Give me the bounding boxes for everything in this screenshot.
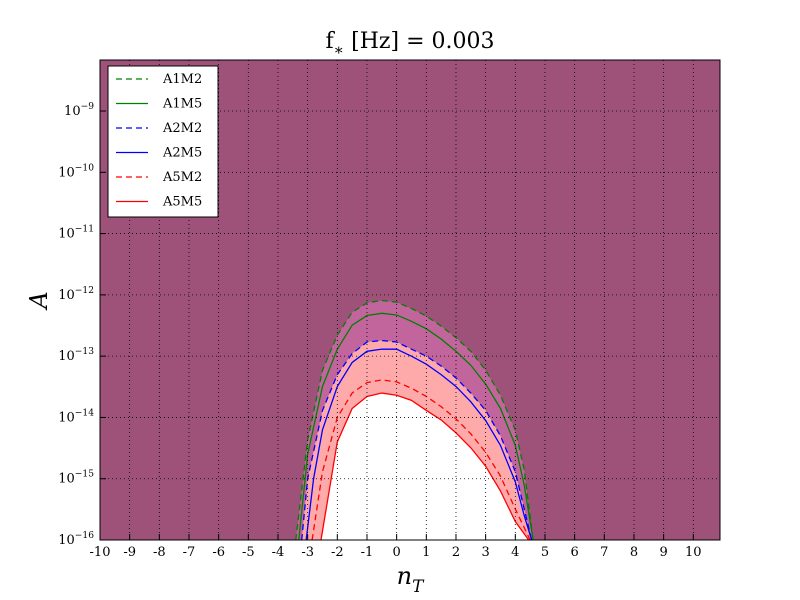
x-tick-label: 4 [511, 545, 519, 560]
x-tick-label: 6 [571, 545, 579, 560]
chart-title: f∗ [Hz] = 0.003 [326, 29, 495, 59]
y-tick-label: 10−13 [58, 347, 94, 364]
x-tick-label: 8 [630, 545, 638, 560]
legend-text: A1M2 [162, 72, 202, 87]
x-tick-label: -1 [361, 545, 374, 560]
plot-area [100, 60, 720, 540]
x-tick-label: -9 [123, 545, 136, 560]
area-fill [321, 393, 529, 540]
x-tick-label: 7 [600, 545, 608, 560]
x-tick-label: -7 [183, 545, 196, 560]
x-tick-label: 3 [482, 545, 490, 560]
series-line [311, 379, 531, 540]
legend-text: A5M5 [162, 194, 202, 209]
x-tick-label: 5 [541, 545, 549, 560]
y-tick-label: 10−15 [58, 469, 94, 486]
legend-text: A2M2 [162, 121, 202, 136]
x-tick-label: -8 [153, 545, 166, 560]
x-tick-label: -6 [212, 545, 225, 560]
x-tick-label: -10 [90, 545, 111, 560]
series-line [298, 312, 534, 540]
legend-text: A5M2 [162, 170, 202, 185]
overlay: -10 -9 -8 -7 -6 -5 -4 -3 -2 -1 0 1 2 3 4 5 6 7 8 9 1010−1610… [58, 59, 721, 560]
y-tick-label: 10−11 [58, 224, 94, 241]
x-tick-label: -3 [301, 545, 314, 560]
series-line [301, 339, 533, 540]
legend-box [107, 65, 219, 218]
y-tick-label: 10−16 [58, 531, 94, 548]
x-tick-label: 2 [452, 545, 460, 560]
y-tick-label: 10−9 [64, 102, 94, 119]
x-tick-label: -2 [331, 545, 344, 560]
x-tick-label: 1 [422, 545, 430, 560]
x-tick-label: -4 [272, 545, 285, 560]
x-tick-label: 0 [393, 545, 401, 560]
y-tick-label: 10−14 [58, 408, 94, 425]
x-tick-label: 10 [685, 545, 702, 560]
series-line [295, 299, 534, 540]
y-tick-label: 10−10 [58, 163, 94, 180]
x-tick-label: -5 [242, 545, 255, 560]
y-tick-label: 10−12 [58, 285, 94, 302]
legend-text: A1M5 [162, 96, 202, 111]
plot-frame [99, 59, 721, 541]
legend-text: A2M5 [162, 145, 202, 160]
series-line [305, 348, 533, 540]
series-line [320, 392, 530, 540]
x-tick-label: 9 [659, 545, 667, 560]
y-axis-label: A [25, 291, 53, 310]
x-axis-label: nT [397, 562, 425, 596]
